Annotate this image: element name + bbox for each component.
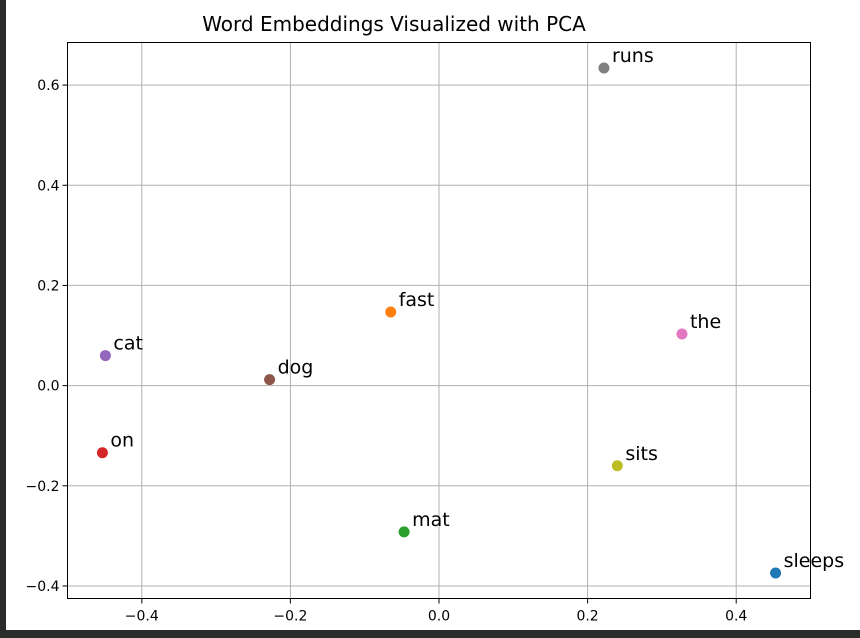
grid-lines [67, 42, 811, 599]
y-tick-label: 0.6 [37, 78, 59, 94]
x-tick-label: −0.2 [273, 609, 307, 625]
data-point-dog [264, 374, 276, 386]
point-label-runs: runs [612, 45, 654, 67]
data-point-cat [99, 350, 111, 362]
data-point-fast [385, 306, 397, 318]
plot-frame [67, 42, 811, 599]
point-label-sits: sits [625, 443, 658, 465]
point-label-on: on [110, 430, 134, 452]
data-point-on [96, 447, 108, 459]
data-point-runs [598, 62, 610, 74]
data-point-the [676, 328, 688, 340]
x-tick-label: 0.0 [428, 609, 450, 625]
point-label-the: the [690, 311, 721, 333]
x-tick-label: 0.2 [576, 609, 598, 625]
point-label-fast: fast [399, 289, 435, 311]
point-label-cat: cat [113, 333, 143, 355]
y-tick-label: −0.4 [26, 579, 60, 595]
point-label-sleeps: sleeps [784, 550, 845, 572]
point-label-mat: mat [412, 509, 450, 531]
chart-title: Word Embeddings Visualized with PCA [202, 12, 586, 36]
y-tick-label: 0.0 [37, 379, 59, 395]
axis-ticks: −0.4 −0.2 0.0 0.2 0.4 −0.4 −0.2 0.0 0.2 0.4 0.6 [26, 78, 748, 624]
chart-figure: Word Embeddings Visualized with PCA −0.4… [6, 0, 860, 630]
y-tick-label: 0.2 [37, 278, 59, 294]
x-tick-label: −0.4 [125, 609, 159, 625]
point-label-dog: dog [278, 357, 314, 379]
y-tick-label: −0.2 [26, 479, 60, 495]
data-point-sits [611, 460, 623, 472]
data-point-mat [398, 526, 410, 538]
data-point-sleeps [770, 567, 782, 579]
data-points: sleeps fast mat on cat dog the runs sits [96, 45, 845, 579]
x-tick-label: 0.4 [725, 609, 747, 625]
scatter-chart: Word Embeddings Visualized with PCA −0.4… [26, 12, 845, 625]
y-tick-label: 0.4 [37, 178, 59, 194]
